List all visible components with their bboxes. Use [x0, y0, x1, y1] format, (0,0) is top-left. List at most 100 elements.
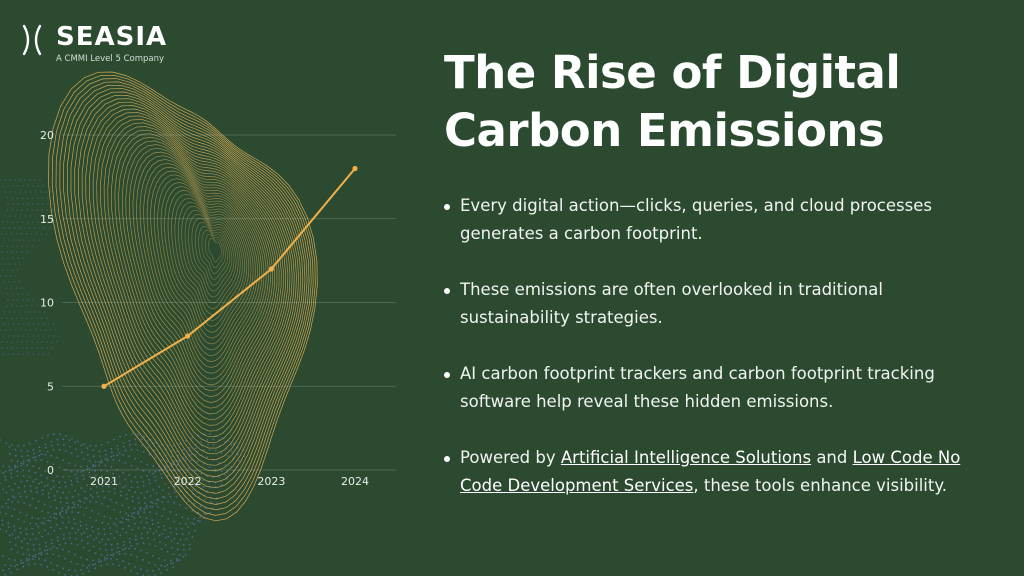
dot: [176, 560, 179, 562]
dot: [26, 221, 29, 223]
dot: [0, 511, 2, 514]
dot: [116, 543, 119, 545]
dot: [17, 299, 19, 301]
dot: [124, 461, 127, 464]
dot: [81, 539, 83, 542]
contour-line: [198, 226, 228, 280]
dot: [17, 536, 20, 538]
contour-line: [194, 221, 231, 286]
dot: [94, 474, 97, 477]
dot: [57, 335, 60, 337]
y-tick-label: 0: [47, 464, 54, 477]
dot: [64, 542, 67, 545]
dot: [173, 485, 176, 488]
dot: [43, 517, 46, 520]
dot: [22, 474, 25, 477]
contour-line: [143, 162, 263, 374]
dot: [27, 335, 30, 337]
contour-line: [128, 147, 271, 398]
dot: [202, 463, 205, 465]
dot: [51, 542, 53, 545]
dot: [0, 233, 3, 235]
dot: [32, 465, 35, 468]
dot: [49, 191, 52, 193]
dot: [182, 449, 185, 451]
dot: [11, 305, 13, 307]
dot: [98, 461, 101, 463]
dot: [20, 233, 23, 235]
dot: [87, 453, 89, 456]
dot: [122, 454, 125, 456]
dot: [160, 473, 163, 475]
bullet-dot-icon: [444, 456, 450, 462]
dot: [57, 539, 59, 542]
dot: [80, 533, 83, 536]
data-point: [185, 333, 191, 339]
dot: [160, 548, 163, 550]
dot: [163, 496, 166, 499]
dot: [19, 495, 22, 498]
dot: [14, 215, 17, 217]
dot: [10, 287, 13, 289]
dot: [124, 552, 127, 555]
dot: [46, 549, 49, 551]
dot: [94, 460, 97, 463]
dot: [1, 245, 4, 247]
dot: [19, 191, 22, 193]
dot: [119, 534, 122, 537]
dot: [9, 329, 12, 331]
dot: [89, 444, 91, 447]
dot: [76, 471, 79, 473]
dot: [148, 561, 151, 564]
dot: [160, 564, 163, 567]
dot: [26, 251, 28, 253]
dot: [73, 522, 76, 525]
dot: [26, 347, 29, 349]
dot: [26, 464, 29, 467]
dot: [58, 555, 61, 557]
dot: [161, 489, 164, 492]
dot: [32, 456, 35, 459]
dot: [116, 445, 119, 447]
low-code-services-link[interactable]: Low Code No Code Development Services: [460, 448, 961, 495]
dot: [106, 557, 109, 560]
dot: [8, 311, 11, 313]
dot: [17, 353, 20, 355]
dot: [3, 239, 5, 241]
dot: [182, 555, 184, 558]
dot: [80, 487, 83, 489]
contour-line: [174, 197, 243, 321]
dot: [86, 535, 89, 538]
dot: [36, 305, 38, 307]
dot: [95, 501, 98, 503]
dot: [67, 516, 70, 519]
dot: [177, 548, 179, 551]
dot: [22, 185, 24, 187]
dot: [104, 464, 107, 467]
dot: [6, 251, 8, 253]
dot: [11, 293, 14, 295]
ai-solutions-link[interactable]: Artificial Intelligence Solutions: [560, 448, 812, 467]
dot: [17, 203, 19, 205]
dot: [4, 263, 6, 265]
dot: [19, 179, 21, 181]
dot: [2, 465, 5, 468]
dot: [98, 480, 101, 482]
dot: [106, 457, 109, 460]
dot: [124, 485, 127, 487]
dot: [140, 476, 143, 478]
dot: [161, 515, 164, 517]
dot: [40, 553, 43, 556]
contour-line: [157, 178, 254, 351]
dot: [2, 335, 5, 337]
dot: [67, 505, 70, 508]
dot: [7, 323, 10, 325]
dot: [53, 433, 55, 435]
dot: [59, 496, 62, 499]
dot: [161, 533, 164, 535]
dot: [84, 497, 86, 499]
dot: [32, 480, 35, 483]
dot: [100, 554, 103, 556]
dot: [136, 449, 139, 451]
contour-line: [51, 74, 316, 516]
